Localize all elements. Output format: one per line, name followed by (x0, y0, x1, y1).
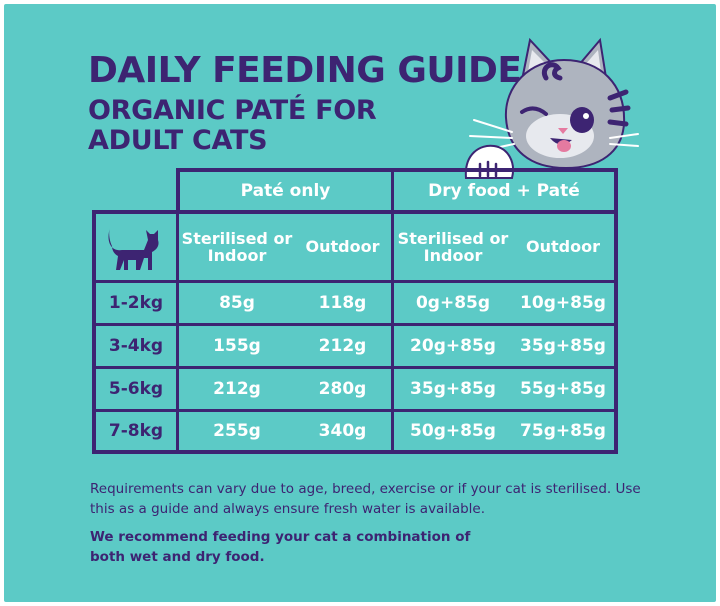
table-cell: 212g (318, 336, 367, 356)
table-cell: 155g (213, 336, 261, 356)
row-weight-label: 1-2kg (108, 293, 164, 313)
subheader-dry-sterilised: Sterilised or Indoor (397, 228, 509, 265)
table-cell: 0g+85g (415, 293, 491, 313)
table-cell: 118g (318, 293, 367, 313)
group-header-dry-food-pate: Dry food + Paté (428, 181, 580, 201)
page-subtitle: ORGANIC PATÉ FOR ADULT CATS (88, 95, 377, 156)
table-cell: 35g+85g (520, 336, 606, 356)
table-cell: 10g+85g (520, 293, 606, 313)
recommendation-note: We recommend feeding your cat a combinat… (90, 529, 471, 565)
row-divider (92, 409, 618, 412)
table-cell: 340g (318, 421, 367, 441)
table-cell: 75g+85g (520, 421, 606, 441)
subheader-pate-sterilised: Sterilised or Indoor (181, 228, 293, 265)
subheader-dry-outdoor: Outdoor (526, 237, 600, 256)
weight-column-divider (176, 210, 179, 454)
row-divider (92, 366, 618, 369)
cat-peeking-illustration (464, 37, 639, 179)
group-divider (391, 168, 394, 454)
table-cell: 55g+85g (520, 379, 606, 399)
row-weight-label: 5-6kg (108, 379, 164, 399)
row-weight-label: 3-4kg (108, 336, 164, 356)
table-cell: 212g (213, 379, 261, 399)
row-divider (92, 323, 618, 326)
table-cell: 35g+85g (410, 379, 496, 399)
table-cell: 50g+85g (410, 421, 496, 441)
table-body-frame (92, 210, 618, 454)
row-divider (92, 280, 618, 283)
page-title: DAILY FEEDING GUIDE (88, 50, 522, 91)
table-cell: 280g (318, 379, 367, 399)
table-cell: 255g (213, 421, 261, 441)
subheader-pate-outdoor: Outdoor (305, 237, 380, 256)
table-cell: 85g (219, 293, 255, 313)
requirements-note: Requirements can vary due to age, breed,… (90, 481, 641, 517)
group-header-pate-only: Paté only (240, 181, 331, 201)
row-weight-label: 7-8kg (108, 421, 164, 441)
cat-silhouette-icon (108, 228, 159, 270)
table-cell: 20g+85g (410, 336, 496, 356)
